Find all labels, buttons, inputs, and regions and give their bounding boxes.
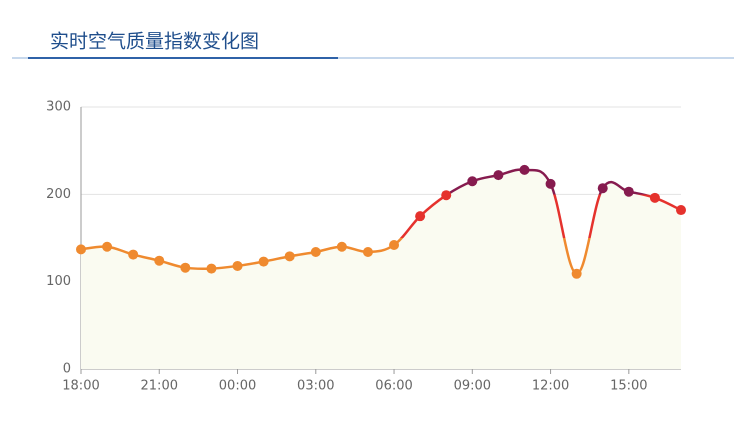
x-tick-label: 09:00 <box>454 379 491 394</box>
y-tick-label: 300 <box>46 100 71 115</box>
area <box>81 169 681 369</box>
x-tick-label: 12:00 <box>532 379 569 394</box>
data-point <box>128 249 139 260</box>
data-point <box>676 205 686 216</box>
x-tick-label: 18:00 <box>62 379 99 394</box>
x-tick-label: 03:00 <box>297 379 334 394</box>
y-tick-label: 0 <box>63 362 71 377</box>
data-point <box>180 262 191 273</box>
data-point <box>389 239 400 250</box>
y-tick-label: 200 <box>46 187 71 202</box>
y-tick-label: 100 <box>46 274 71 289</box>
x-tick-label: 15:00 <box>610 379 647 394</box>
data-point <box>467 176 478 187</box>
data-point <box>102 241 113 252</box>
data-point <box>493 170 504 181</box>
data-point <box>154 255 165 266</box>
data-point <box>623 186 634 197</box>
data-point <box>519 164 530 175</box>
data-point <box>336 241 347 252</box>
data-point <box>206 263 217 274</box>
data-point <box>597 183 608 194</box>
x-tick-label: 21:00 <box>141 379 178 394</box>
data-point <box>284 251 295 262</box>
data-point <box>258 256 269 267</box>
data-point <box>362 246 373 257</box>
data-point <box>232 260 243 271</box>
x-tick-label: 06:00 <box>375 379 412 394</box>
data-point <box>545 178 556 189</box>
x-tick-label: 00:00 <box>219 379 256 394</box>
data-point <box>649 192 660 203</box>
chart-title: 实时空气质量指数变化图 <box>50 31 259 53</box>
data-point <box>76 244 86 255</box>
data-point <box>415 211 426 222</box>
data-point <box>310 246 321 257</box>
data-point <box>441 190 452 201</box>
data-point <box>571 268 582 279</box>
